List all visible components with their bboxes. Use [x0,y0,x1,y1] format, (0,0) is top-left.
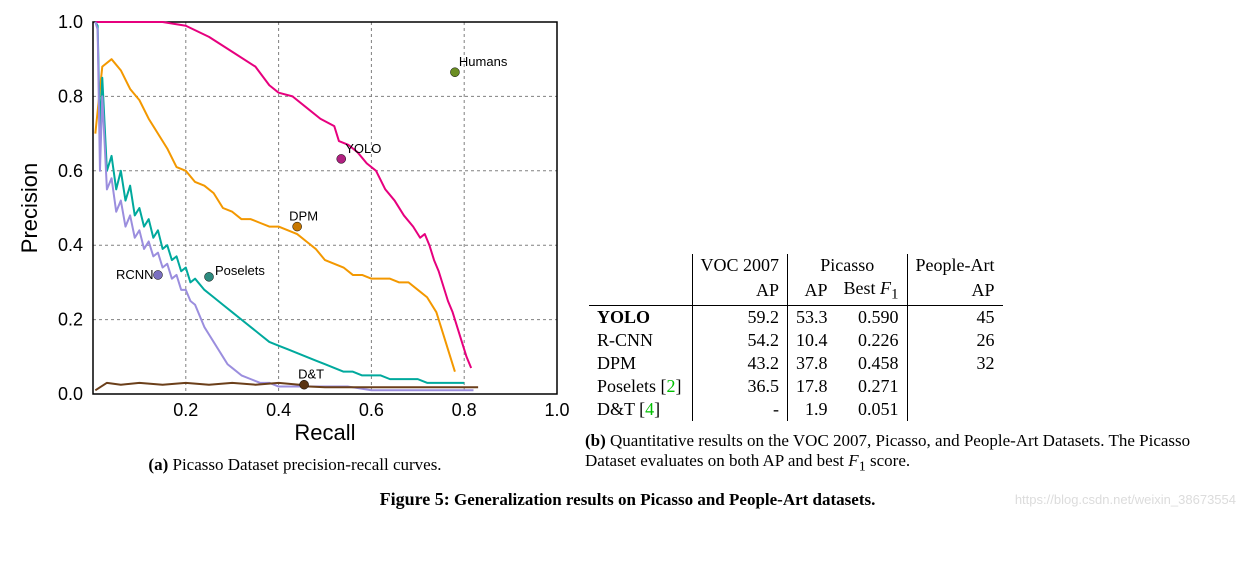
chart-column: 0.2 0.4 0.6 0.8 1.0 0.0 0.2 0.4 0.6 0.8 1.0 Recall P… [15,10,575,475]
svg-text:Humans: Humans [459,54,508,69]
cell-peopleart-ap: 26 [907,329,1002,352]
subhead-peopleart-ap: AP [907,277,1002,305]
cell-picasso-ap: 37.8 [788,352,836,375]
svg-text:YOLO: YOLO [345,141,381,156]
svg-text:1.0: 1.0 [544,400,569,420]
cell-voc-ap: 59.2 [692,305,788,329]
table-column: VOC 2007 Picasso People-Art AP AP Best F… [585,254,1240,475]
cell-picasso-f1: 0.590 [836,305,908,329]
pr-chart: 0.2 0.4 0.6 0.8 1.0 0.0 0.2 0.4 0.6 0.8 1.0 Recall P… [15,10,575,450]
table-subheaders: AP AP Best F1 AP [589,277,1003,305]
cell-picasso-ap: 17.8 [788,375,836,398]
svg-text:0.6: 0.6 [359,400,384,420]
svg-text:D&T: D&T [298,367,324,382]
subhead-voc-ap: AP [692,277,788,305]
table-caption: (b) Quantitative results on the VOC 2007… [585,431,1240,475]
chart-caption-lead: (a) [148,455,168,474]
svg-text:0.4: 0.4 [58,235,83,255]
svg-text:1.0: 1.0 [58,12,83,32]
cell-peopleart-ap [907,375,1002,398]
table-row: Poselets [2]36.517.80.271 [589,375,1003,398]
cell-voc-ap: - [692,398,788,421]
col-group-voc: VOC 2007 [692,254,788,277]
table-row: D&T [4]-1.90.051 [589,398,1003,421]
row-label: D&T [4] [589,398,692,421]
row-label: DPM [589,352,692,375]
cell-picasso-ap: 10.4 [788,329,836,352]
results-table: VOC 2007 Picasso People-Art AP AP Best F… [589,254,1003,421]
row-label: YOLO [589,305,692,329]
chart-caption-rest: Picasso Dataset precision-recall curves. [168,455,441,474]
cell-peopleart-ap [907,398,1002,421]
cell-peopleart-ap: 45 [907,305,1002,329]
cell-picasso-f1: 0.051 [836,398,908,421]
cell-picasso-f1: 0.271 [836,375,908,398]
row-label: R-CNN [589,329,692,352]
figure-row: 0.2 0.4 0.6 0.8 1.0 0.0 0.2 0.4 0.6 0.8 1.0 Recall P… [15,10,1240,475]
svg-text:RCNN: RCNN [116,267,154,282]
svg-text:0.4: 0.4 [266,400,291,420]
cell-picasso-ap: 53.3 [788,305,836,329]
table-header-groups: VOC 2007 Picasso People-Art [589,254,1003,277]
col-group-picasso: Picasso [788,254,908,277]
svg-text:0.8: 0.8 [58,86,83,106]
svg-text:Precision: Precision [17,163,42,253]
cell-voc-ap: 43.2 [692,352,788,375]
cell-picasso-f1: 0.226 [836,329,908,352]
table-caption-tail: score. [866,451,910,470]
svg-text:DPM: DPM [289,209,318,224]
svg-text:0.2: 0.2 [173,400,198,420]
table-caption-lead: (b) [585,431,606,450]
table-row: R-CNN54.210.40.22626 [589,329,1003,352]
cell-voc-ap: 54.2 [692,329,788,352]
svg-text:0.6: 0.6 [58,161,83,181]
col-group-peopleart: People-Art [907,254,1002,277]
svg-text:Poselets: Poselets [215,263,265,278]
svg-text:0.0: 0.0 [58,384,83,404]
subhead-picasso-ap: AP [788,277,836,305]
watermark: https://blog.csdn.net/weixin_38673554 [15,492,1240,507]
svg-text:0.8: 0.8 [452,400,477,420]
svg-text:0.2: 0.2 [58,310,83,330]
cell-voc-ap: 36.5 [692,375,788,398]
subhead-picasso-f1: Best F1 [836,277,908,305]
table-row: DPM43.237.80.45832 [589,352,1003,375]
cell-peopleart-ap: 32 [907,352,1002,375]
cell-picasso-f1: 0.458 [836,352,908,375]
svg-text:Recall: Recall [294,420,355,445]
chart-caption: (a) Picasso Dataset precision-recall cur… [15,455,575,475]
row-label: Poselets [2] [589,375,692,398]
table-row: YOLO59.253.30.59045 [589,305,1003,329]
cell-picasso-ap: 1.9 [788,398,836,421]
